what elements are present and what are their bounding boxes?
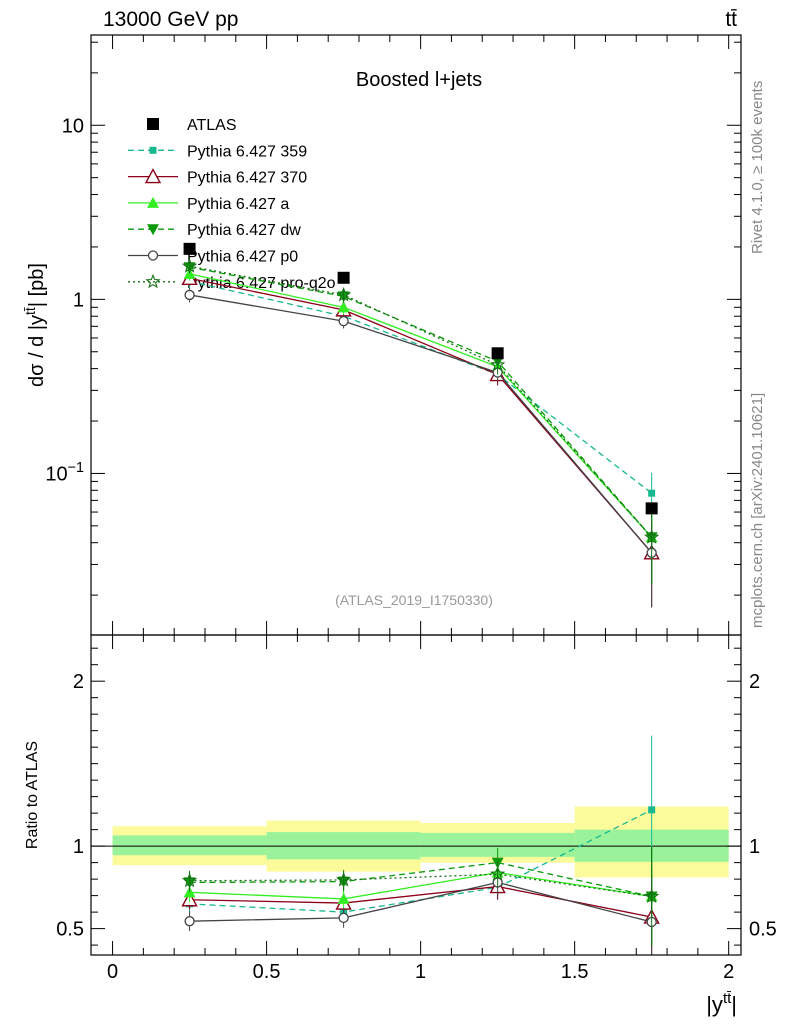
- data-point: [183, 242, 196, 255]
- x-axis-label-text: |ytt̄|: [706, 990, 737, 1017]
- main-series: [181, 242, 660, 608]
- legend-label: Pythia 6.427 dw: [187, 222, 301, 239]
- legend-entry-2: Pythia 6.427 370: [128, 168, 307, 187]
- series-6: [181, 258, 660, 585]
- ratio-axes: 0.5 0.5 1 1 2 2 0 0.5 1 1.5 2: [56, 634, 777, 983]
- legend-label: Pythia 6.427 p0: [187, 249, 298, 266]
- ratio-y-tick-label-right: 1: [749, 836, 760, 858]
- main-panel: Boosted l+jets (ATLAS_2019_I1750330) ATL…: [22, 34, 742, 636]
- legend-label: Pythia 6.427 359: [187, 143, 307, 160]
- ratio-point: [181, 872, 198, 888]
- data-point: [644, 529, 660, 544]
- series-1: [186, 274, 656, 522]
- data-point: [490, 356, 506, 372]
- data-point: [335, 286, 352, 302]
- legend-entry-4: Pythia 6.427 dw: [128, 222, 301, 239]
- series-5: [184, 288, 657, 608]
- data-point: [648, 489, 656, 497]
- legend-marker: [147, 250, 159, 261]
- legend-entry-3: Pythia 6.427 a: [128, 196, 289, 213]
- header-right-title: tt̄: [725, 8, 737, 31]
- ratio-y-axis-label: Ratio to ATLAS: [24, 741, 41, 849]
- y-tick-label: 1: [73, 289, 84, 311]
- data-point: [337, 271, 350, 284]
- data-point: [645, 502, 658, 515]
- ratio-panel: 0.5 0.5 1 1 2 2 0 0.5 1 1.5 2 Ratio to ATLAS |ytt̄…: [24, 634, 777, 1017]
- legend-marker: [144, 168, 162, 184]
- legend-marker: [147, 196, 159, 208]
- band-green: [112, 835, 267, 856]
- main-y-axis-label: dσ / d |ytt̄| [pb]: [22, 263, 48, 387]
- legend-entry-0: ATLAS: [147, 117, 237, 134]
- mcplots-label: mcplots.cern.ch [arXiv:2401.10621]: [749, 393, 766, 628]
- legend-entry-1: Pythia 6.427 359: [128, 143, 307, 160]
- series-line: [189, 294, 653, 554]
- ratio-point: [337, 892, 350, 904]
- ratio-point: [184, 916, 195, 927]
- series-line: [189, 266, 653, 538]
- ratio-line: [189, 881, 652, 923]
- ratio-point: [490, 866, 506, 881]
- ratio-point: [644, 888, 660, 903]
- x-axis-label: |ytt̄|: [706, 990, 737, 1017]
- legend-marker: [147, 118, 159, 130]
- x-tick-label: 2: [723, 961, 734, 983]
- x-tick-label: 1: [415, 961, 426, 983]
- ratio-y-tick-label-left: 0.5: [56, 919, 84, 941]
- ratio-y-tick-label-right: 2: [749, 671, 760, 693]
- series-3: [183, 267, 658, 585]
- header-left-title: 13000 GeV pp: [103, 8, 238, 31]
- ratio-y-tick-label-right: 0.5: [749, 919, 777, 941]
- ratio-line: [189, 873, 652, 898]
- ratio-y-tick-label-left: 1: [73, 836, 84, 858]
- ratio-line: [189, 885, 652, 918]
- data-point: [181, 258, 198, 273]
- y-tick-label: 10−1: [45, 460, 84, 485]
- main-y-axis-label-text: dσ / d |ytt̄| [pb]: [22, 263, 48, 387]
- y-tick-label: 10: [62, 115, 84, 137]
- ratio-point: [338, 912, 349, 924]
- legend-marker: [147, 224, 159, 236]
- series-line: [189, 280, 653, 494]
- x-tick-label: 0.5: [253, 961, 281, 983]
- band-green: [420, 832, 575, 857]
- data-point: [337, 301, 350, 313]
- x-tick-label: 0: [107, 961, 118, 983]
- data-point: [338, 315, 349, 327]
- ratio-point: [648, 806, 656, 814]
- legend-marker: [149, 146, 157, 154]
- data-point: [491, 347, 504, 360]
- ratio-series-5: [181, 846, 660, 946]
- legend-label: Pythia 6.427 370: [187, 170, 307, 187]
- series-line: [189, 273, 653, 538]
- ratio-y-tick-label-left: 2: [73, 671, 84, 693]
- legend: ATLAS Pythia 6.427 359 Pythia 6.427 370 Pyt…: [128, 117, 336, 292]
- data-point: [184, 289, 195, 301]
- x-tick-label: 1.5: [561, 961, 589, 983]
- legend-label: Pythia 6.427 a: [187, 196, 289, 213]
- ratio-line: [189, 861, 652, 898]
- series-line: [189, 265, 653, 538]
- legend-entry-5: Pythia 6.427 p0: [128, 249, 298, 266]
- legend-marker: [145, 273, 161, 289]
- rivet-label: Rivet 4.1.0, ≥ 100k events: [749, 81, 766, 254]
- series-4: [183, 261, 658, 585]
- ratio-point: [335, 871, 352, 887]
- legend-label: ATLAS: [187, 117, 237, 134]
- series-0: [183, 242, 658, 515]
- plot-title: Boosted l+jets: [356, 69, 482, 91]
- ratio-series: [181, 735, 660, 955]
- ratio-line: [189, 871, 652, 900]
- series-line: [189, 277, 653, 554]
- series-2: [181, 269, 660, 608]
- analysis-tag: (ATLAS_2019_I1750330): [335, 592, 493, 608]
- ratio-frame: [90, 634, 742, 956]
